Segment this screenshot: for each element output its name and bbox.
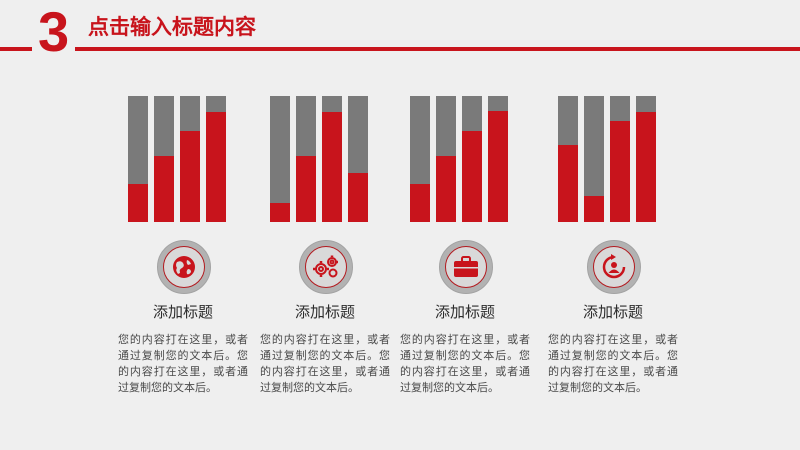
level-bar-fill xyxy=(410,184,430,222)
level-bar xyxy=(270,96,290,222)
bar-group xyxy=(270,96,380,222)
level-bar-fill xyxy=(296,156,316,222)
level-bar-fill xyxy=(180,131,200,222)
refresh-person-icon xyxy=(602,254,626,279)
bar-group xyxy=(128,96,238,222)
level-bar-fill xyxy=(462,131,482,222)
icon-badge xyxy=(587,240,641,294)
level-bar-fill xyxy=(488,111,508,222)
section-number: 3 xyxy=(32,0,76,64)
icon-badge xyxy=(157,240,211,294)
level-bar xyxy=(410,96,430,222)
column-title: 添加标题 xyxy=(294,303,355,321)
level-bar xyxy=(610,96,630,222)
level-bar-fill xyxy=(154,156,174,222)
level-bar xyxy=(558,96,578,222)
level-bar-fill xyxy=(322,112,342,222)
level-bar-fill xyxy=(436,156,456,222)
level-bar xyxy=(322,96,342,222)
level-bar-fill xyxy=(636,112,656,222)
level-bar xyxy=(128,96,148,222)
level-bar xyxy=(180,96,200,222)
level-bar xyxy=(636,96,656,222)
level-bar xyxy=(584,96,604,222)
level-bar-fill xyxy=(206,112,226,222)
column-title: 添加标题 xyxy=(434,303,495,321)
gears-icon xyxy=(313,255,338,278)
column-text: 您的内容打在这里，或者通过复制您的文本后。您的内容打在这里，或者通过复制您的文本… xyxy=(548,333,678,394)
level-bar-fill xyxy=(270,203,290,222)
feature-column: 添加标题 您的内容打在这里，或者通过复制您的文本后。您的内容打在这里，或者通过复… xyxy=(260,90,390,430)
level-bar-fill xyxy=(128,184,148,222)
globe-icon xyxy=(173,256,195,278)
feature-column: 添加标题 您的内容打在这里，或者通过复制您的文本后。您的内容打在这里，或者通过复… xyxy=(118,90,248,430)
level-bar xyxy=(348,96,368,222)
level-bar xyxy=(206,96,226,222)
level-bar-fill xyxy=(558,145,578,222)
column-title: 添加标题 xyxy=(582,303,643,321)
level-bar-fill xyxy=(584,195,604,222)
level-bar xyxy=(462,96,482,222)
level-bar xyxy=(296,96,316,222)
level-bar xyxy=(154,96,174,222)
level-bar xyxy=(488,96,508,222)
icon-badge xyxy=(439,240,493,294)
column-text: 您的内容打在这里，或者通过复制您的文本后。您的内容打在这里，或者通过复制您的文本… xyxy=(118,333,248,394)
bar-group xyxy=(558,96,668,222)
column-text: 您的内容打在这里，或者通过复制您的文本后。您的内容打在这里，或者通过复制您的文本… xyxy=(260,333,390,394)
column-text: 您的内容打在这里，或者通过复制您的文本后。您的内容打在这里，或者通过复制您的文本… xyxy=(400,333,530,394)
slide-header: 3 点击输入标题内容 xyxy=(0,0,800,70)
feature-column: 添加标题 您的内容打在这里，或者通过复制您的文本后。您的内容打在这里，或者通过复… xyxy=(400,90,530,430)
level-bar-fill xyxy=(610,121,630,222)
slide-title: 点击输入标题内容 xyxy=(88,15,256,39)
bar-group xyxy=(410,96,520,222)
level-bar-fill xyxy=(348,172,368,222)
header-divider xyxy=(0,47,800,51)
level-bar xyxy=(436,96,456,222)
column-title: 添加标题 xyxy=(152,303,213,321)
feature-column: 添加标题 您的内容打在这里，或者通过复制您的文本后。您的内容打在这里，或者通过复… xyxy=(548,90,678,430)
icon-badge xyxy=(299,240,353,294)
briefcase-icon xyxy=(454,256,478,277)
